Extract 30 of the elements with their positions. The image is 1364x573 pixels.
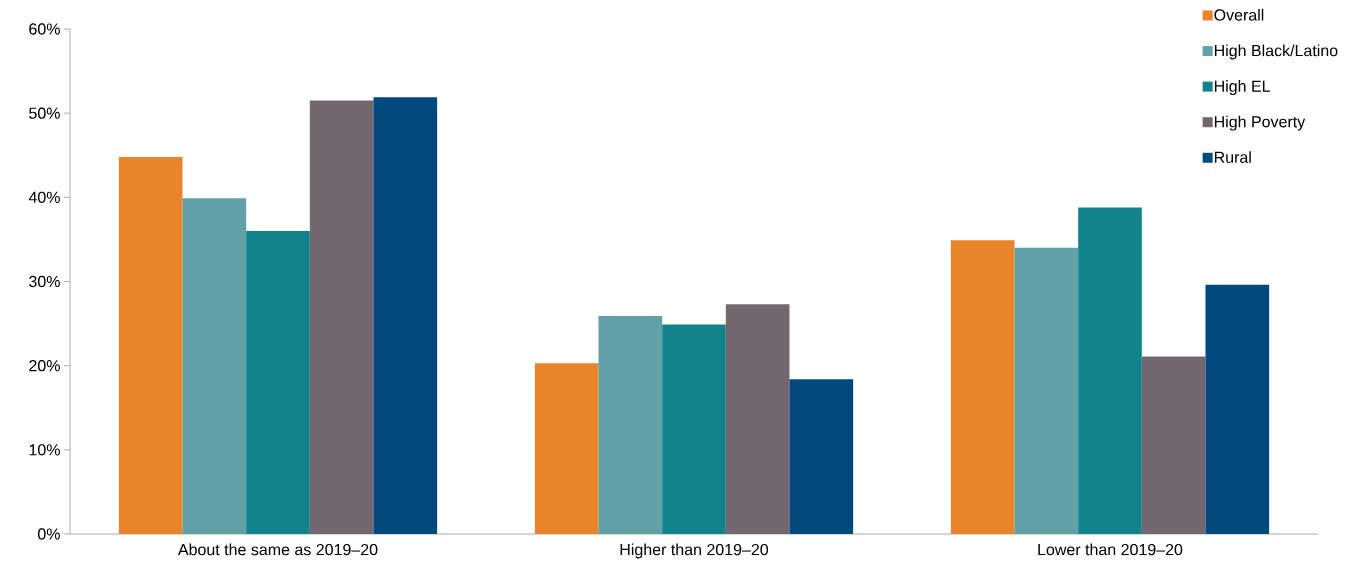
legend-label: High Poverty [1214, 115, 1306, 131]
bar [950, 240, 1015, 534]
x-tick-label: About the same as 2019–20 [177, 543, 378, 556]
legend-label: Rural [1214, 151, 1251, 163]
bar [1205, 284, 1270, 534]
x-tick-label: Lower than 2019–20 [1038, 543, 1183, 556]
bar [1141, 356, 1206, 534]
bar [1014, 247, 1079, 534]
legend-label: High EL [1214, 80, 1271, 96]
bar [373, 97, 438, 534]
bar [246, 231, 310, 534]
bar [789, 379, 854, 534]
y-tick-label: 0% [37, 528, 60, 540]
y-tick-label: 40% [28, 191, 60, 203]
bar [309, 100, 374, 534]
y-tick-label: 20% [29, 360, 60, 372]
y-tick-label: 60% [29, 23, 60, 35]
legend-label: High Black/Latino [1214, 44, 1338, 60]
bar [598, 316, 663, 534]
y-tick-label: 50% [29, 107, 60, 119]
x-tick-label: Higher than 2019–20 [620, 543, 769, 559]
bar [662, 324, 726, 534]
bar [725, 304, 790, 534]
bar [1078, 207, 1142, 534]
bar [118, 156, 183, 534]
bar [534, 363, 599, 534]
bar [182, 198, 247, 534]
y-tick-label: 30% [29, 275, 60, 288]
y-tick-label: 10% [29, 444, 60, 456]
legend-label: Overall [1214, 8, 1264, 21]
